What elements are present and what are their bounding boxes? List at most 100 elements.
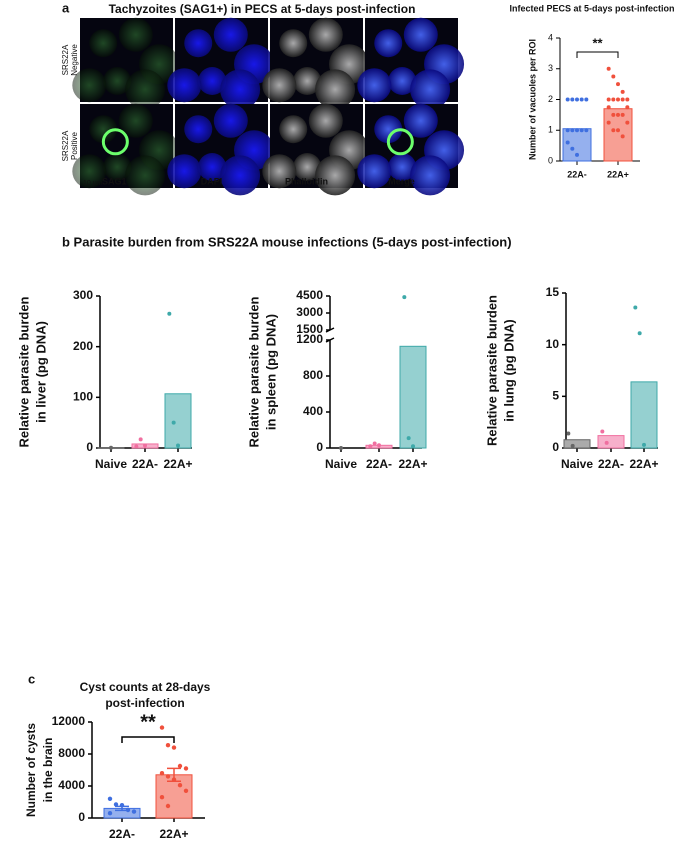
x-tick-label: 22A- <box>109 827 135 841</box>
cell <box>308 103 343 138</box>
data-point <box>584 97 589 102</box>
data-point <box>125 807 131 813</box>
data-point <box>165 774 171 779</box>
x-tick-label: Naive <box>561 457 593 471</box>
data-point <box>138 437 143 442</box>
row-label: SRS22A <box>61 130 70 161</box>
data-point <box>368 444 373 449</box>
y-tick-label: 200 <box>73 339 93 353</box>
bar <box>164 393 192 449</box>
data-point <box>606 105 611 110</box>
data-point <box>183 788 189 793</box>
data-point <box>606 120 611 125</box>
data-point <box>183 766 189 771</box>
cell <box>374 29 403 58</box>
y-tick-label: 4 <box>548 32 553 42</box>
cell <box>213 103 248 138</box>
x-tick-label: 22A- <box>132 457 158 471</box>
x-tick-label: Naive <box>95 457 127 471</box>
data-point <box>107 811 113 816</box>
row-label: Negative <box>70 44 79 76</box>
data-point <box>575 128 579 133</box>
x-tick-label: Naive <box>325 457 357 471</box>
data-point <box>575 97 579 102</box>
significance-bracket <box>121 736 175 743</box>
data-point <box>113 802 119 807</box>
data-point <box>625 120 630 125</box>
y-tick-label: 300 <box>73 288 93 302</box>
cell <box>103 67 132 95</box>
cell <box>125 155 166 196</box>
y-axis-label: Relative parasite burden <box>246 296 261 447</box>
x-tick-label: 22A+ <box>159 827 188 841</box>
cell <box>403 17 438 52</box>
cell <box>357 154 392 189</box>
y-axis-label: in lung (pg DNA) <box>501 319 516 422</box>
cell <box>72 68 107 103</box>
annotation: ** <box>592 35 603 50</box>
panel-label: c <box>28 671 35 686</box>
data-point <box>377 443 381 448</box>
y-tick-label: 0 <box>552 440 559 454</box>
data-point <box>611 74 616 79</box>
data-point <box>159 771 165 776</box>
data-point <box>616 128 620 133</box>
y-tick-label: 2 <box>548 94 553 104</box>
cell <box>184 115 213 144</box>
x-tick-label: 22A+ <box>607 169 629 179</box>
data-point <box>625 105 630 110</box>
cell <box>410 69 451 110</box>
data-point <box>620 112 625 117</box>
data-point <box>107 796 113 801</box>
data-point <box>606 97 611 102</box>
cell <box>220 155 261 196</box>
y-tick-label: 800 <box>303 368 323 382</box>
data-point <box>579 128 584 133</box>
data-point <box>159 795 165 800</box>
row-label: Positive <box>70 131 79 160</box>
y-tick-label: 0 <box>316 440 323 454</box>
y-axis-label: in spleen (pg DNA) <box>263 314 278 430</box>
cell <box>262 154 297 189</box>
x-tick-label: 22A+ <box>629 457 658 471</box>
data-point <box>134 444 139 449</box>
y-axis-label: Number of vacuoles per ROI <box>527 39 537 160</box>
data-point <box>611 128 616 133</box>
cell <box>262 68 297 103</box>
data-point <box>177 763 183 769</box>
y-axis-label: Relative parasite burden <box>16 296 31 447</box>
cell <box>198 67 227 95</box>
y-tick-label: 8000 <box>58 746 85 760</box>
y-axis-label: in the brain <box>41 738 55 803</box>
cell <box>279 29 308 58</box>
cell <box>308 17 343 52</box>
data-point <box>633 305 638 310</box>
cell <box>410 155 451 196</box>
y-axis-label: Relative parasite burden <box>484 295 499 446</box>
column-label: Merge <box>388 176 415 186</box>
cell <box>403 103 438 138</box>
y-tick-label: 15 <box>546 285 560 299</box>
cell <box>118 17 153 52</box>
data-point <box>406 436 411 441</box>
data-point <box>620 89 625 94</box>
column-label: Phalloidin <box>285 176 328 186</box>
cell <box>167 154 202 189</box>
annotation: ** <box>140 711 156 733</box>
chart-title: post-infection <box>105 696 184 710</box>
data-point <box>176 443 180 448</box>
panel-title: b Parasite burden from SRS22A mouse infe… <box>62 234 512 249</box>
data-point <box>119 803 125 808</box>
data-point <box>171 420 176 425</box>
data-point <box>620 134 625 139</box>
data-point <box>570 97 575 102</box>
data-point <box>570 146 575 151</box>
bar <box>603 108 633 162</box>
data-point <box>167 311 172 316</box>
column-label: SAG1 <box>102 176 127 186</box>
cell <box>118 103 153 138</box>
data-point <box>165 803 171 809</box>
chart-title: Infected PECS at 5-days post-infection <box>509 3 674 13</box>
data-point <box>616 112 620 117</box>
